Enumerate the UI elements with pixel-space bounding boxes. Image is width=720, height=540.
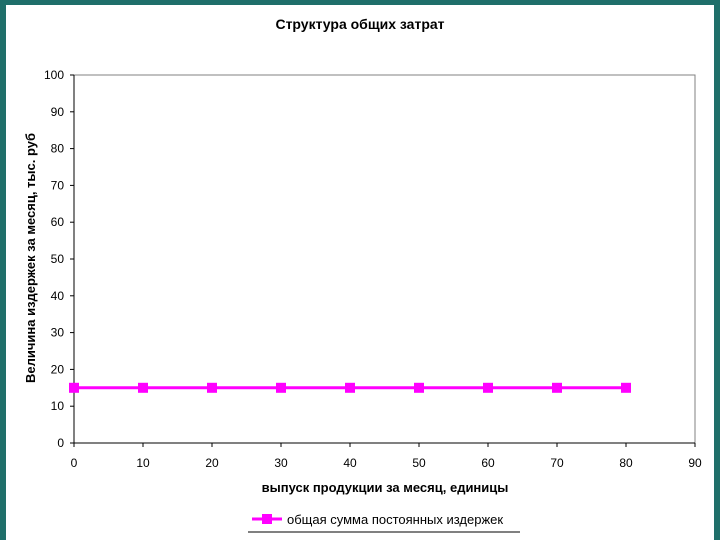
y-axis-title: Величина издержек за месяц, тыс. руб (23, 133, 38, 383)
x-tick-label: 30 (274, 456, 288, 470)
y-tick-label: 70 (51, 178, 65, 192)
x-tick-label: 40 (343, 456, 357, 470)
x-tick-label: 70 (550, 456, 564, 470)
x-axis-title: выпуск продукции за месяц, единицы (262, 480, 509, 495)
x-tick-label: 0 (71, 456, 78, 470)
data-point (69, 382, 79, 393)
chart-title: Структура общих затрат (275, 16, 445, 32)
y-tick-label: 0 (57, 436, 64, 450)
data-point (138, 382, 148, 393)
y-tick-label: 10 (51, 399, 65, 413)
data-point (207, 382, 217, 393)
data-point (276, 382, 286, 393)
y-tick-label: 30 (51, 326, 65, 340)
x-tick-label: 10 (136, 456, 150, 470)
legend: общая сумма постоянных издержек (248, 512, 520, 533)
x-tick-label: 50 (412, 456, 426, 470)
x-tick-label: 80 (619, 456, 633, 470)
data-point (483, 382, 493, 393)
y-tick-label: 80 (51, 142, 65, 156)
y-tick-label: 50 (51, 252, 65, 266)
legend-label: общая сумма постоянных издержек (287, 512, 503, 527)
data-point (621, 382, 631, 393)
y-tick-label: 40 (51, 289, 65, 303)
data-point (552, 382, 562, 393)
data-point (345, 382, 355, 393)
x-tick-label: 90 (688, 456, 702, 470)
x-tick-label: 20 (205, 456, 219, 470)
data-point (414, 382, 424, 393)
slide-background (6, 5, 714, 540)
y-tick-label: 60 (51, 215, 65, 229)
y-tick-label: 90 (51, 105, 65, 119)
x-tick-label: 60 (481, 456, 495, 470)
y-tick-label: 20 (51, 362, 65, 376)
legend-square-marker (262, 514, 272, 524)
y-tick-label: 100 (44, 68, 64, 82)
